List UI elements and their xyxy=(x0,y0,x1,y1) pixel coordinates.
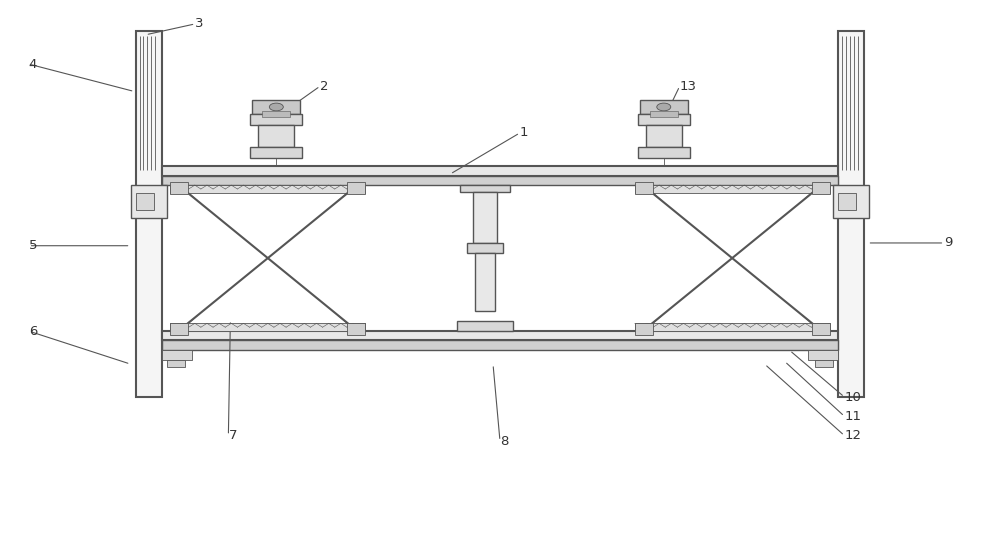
Bar xyxy=(136,31,162,397)
Text: 10: 10 xyxy=(845,391,861,404)
Bar xyxy=(815,360,833,367)
Bar xyxy=(162,339,838,351)
Bar xyxy=(170,322,188,335)
Text: 11: 11 xyxy=(845,410,862,423)
Text: 7: 7 xyxy=(228,429,237,442)
Bar xyxy=(162,331,838,339)
Circle shape xyxy=(269,103,283,111)
Bar xyxy=(170,182,188,194)
Text: 8: 8 xyxy=(500,434,508,448)
Bar xyxy=(258,125,294,147)
Bar xyxy=(457,321,513,331)
Bar xyxy=(808,351,838,360)
Bar xyxy=(638,114,690,125)
Bar xyxy=(638,147,690,158)
Bar xyxy=(250,147,302,158)
Bar xyxy=(473,192,497,243)
Bar xyxy=(162,166,838,176)
Text: 6: 6 xyxy=(29,325,37,338)
Bar xyxy=(475,253,495,311)
Bar xyxy=(833,185,869,218)
Text: 4: 4 xyxy=(29,57,37,71)
Bar xyxy=(170,323,365,331)
Text: 5: 5 xyxy=(29,239,37,252)
Bar xyxy=(640,100,688,114)
Bar xyxy=(812,182,830,194)
Bar xyxy=(162,176,838,185)
Bar xyxy=(838,31,864,397)
Bar xyxy=(162,351,192,360)
Bar xyxy=(812,322,830,335)
Bar xyxy=(635,182,653,194)
Text: 1: 1 xyxy=(520,126,528,139)
Bar xyxy=(136,193,154,210)
Text: 9: 9 xyxy=(944,236,953,250)
Bar xyxy=(167,360,185,367)
Text: 13: 13 xyxy=(680,79,697,93)
Bar xyxy=(250,114,302,125)
Bar xyxy=(650,111,678,118)
Bar xyxy=(635,185,830,193)
Bar xyxy=(170,185,365,193)
Bar xyxy=(467,243,503,253)
Bar xyxy=(460,185,510,192)
Bar xyxy=(838,193,856,210)
Bar xyxy=(262,111,290,118)
Bar xyxy=(252,100,300,114)
Text: 2: 2 xyxy=(320,79,329,93)
Bar xyxy=(347,182,365,194)
Bar xyxy=(131,185,167,218)
Bar xyxy=(635,322,653,335)
Text: 3: 3 xyxy=(195,17,204,30)
Circle shape xyxy=(657,103,671,111)
Text: 12: 12 xyxy=(845,429,862,442)
Bar xyxy=(347,322,365,335)
Bar xyxy=(635,323,830,331)
Bar xyxy=(646,125,682,147)
